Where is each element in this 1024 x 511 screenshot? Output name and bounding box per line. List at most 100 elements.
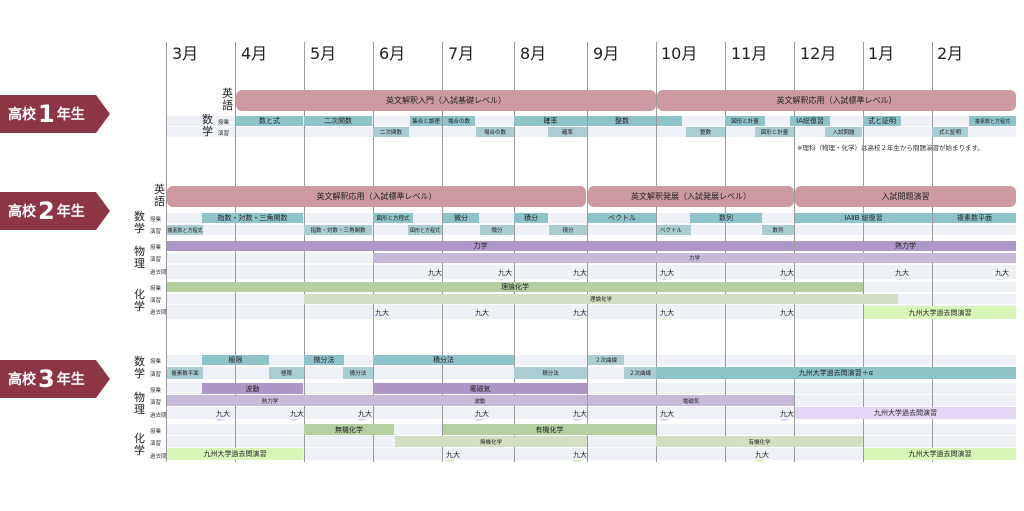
kyudai-marker: 九大 (472, 306, 489, 320)
bar-y3-math-lesson: ２次曲線 (588, 355, 624, 365)
row-label-practice: 演習 (150, 372, 162, 378)
subject-chemistry: 化学 (134, 288, 145, 313)
bar-y2-physics-practice: 力学 (373, 253, 1016, 263)
bar-y3-chemistry-lesson: 無機化学 (304, 424, 394, 435)
bar-y2-physics-lesson: 力学 (167, 241, 794, 251)
month-header-feb: 2月 (937, 44, 964, 63)
kyudai-marker: 九大 (657, 407, 674, 421)
month-header-may: 5月 (310, 44, 337, 63)
kyudai-marker: 九大 (570, 407, 587, 421)
bar-y2-math-lesson: ⅠAⅡB 総復習 (795, 213, 932, 223)
bar-y1-math-practice: 二次関数 (373, 127, 409, 137)
month-divider (514, 42, 515, 462)
month-header-jan: 1月 (868, 44, 895, 63)
kyudai-marker: 九大 (213, 407, 230, 421)
bar-y2-math-lesson: 複素数平面 (933, 213, 1016, 223)
grade-badge-2: 高校 2 年生 (0, 192, 110, 230)
subject-math: 数学 (134, 355, 145, 380)
bar-y1-math-lesson: ⅠA総復習 (790, 116, 830, 126)
bar-y1-math-lesson: 二次関数 (304, 116, 372, 126)
month-divider (794, 42, 795, 462)
bar-y3-physics-lesson: 波動 (202, 383, 303, 394)
bar-y3-chemistry-lesson: 有機化学 (443, 424, 656, 435)
bar-y2-math-practice: ベクトル (657, 225, 691, 235)
month-divider (932, 42, 933, 462)
month-divider (235, 42, 236, 462)
bar-y2-chemistry-lesson: 理論化学 (167, 282, 863, 292)
bar-y2-math-practice: 積分 (549, 225, 587, 235)
row-label-lesson: 授業 (150, 245, 162, 251)
bar-y2-math-lesson: 図形と方程式 (373, 213, 413, 223)
bar-y2-math-practice: 図形と方程式 (408, 225, 442, 235)
month-divider (304, 42, 305, 462)
row-label-practice: 演習 (150, 400, 162, 406)
bar-y1-math-lesson: 確率 (514, 116, 587, 126)
month-divider (166, 42, 167, 462)
bar-y3-chemistry-practice: 無機化学 (395, 436, 587, 447)
kyudai-marker: 九大 (657, 306, 674, 320)
bar-y3-chemistry-past: 九州大学過去問演習 (864, 448, 1016, 460)
bar-y1-math-practice: 確率 (548, 127, 587, 137)
kyudai-marker: 九大 (777, 266, 794, 280)
bar-y1-math-lesson: 式と証明 (863, 116, 901, 126)
bar-y1-math-practice: 図形と計量 (755, 127, 794, 137)
month-divider (587, 42, 588, 462)
month-divider (656, 42, 657, 462)
grade-badge-3: 高校 3 年生 (0, 360, 110, 398)
kyudai-marker: 九大 (570, 448, 587, 462)
bar-y1-math-practice: 整数 (686, 127, 725, 137)
bar-y2-math-lesson: 数列 (690, 213, 762, 223)
kyudai-marker: 九大 (425, 266, 442, 280)
bar-y3-physics-practice: 電磁気 (588, 395, 794, 406)
grade-badge-1: 高校 1 年生 (0, 95, 110, 133)
month-header-sep: 9月 (593, 44, 620, 63)
bar-y3-physics-practice: 熱力学 (167, 395, 373, 406)
bar-y3-math-practice: ２次曲線 (624, 367, 656, 379)
bar-y2-math-lesson: 積分 (514, 213, 548, 223)
row-bg (166, 225, 1016, 235)
kyudai-marker: 九大 (777, 407, 794, 421)
bar-y2-chemistry-practice: 理論化学 (304, 294, 898, 304)
kyudai-marker: 九大 (570, 306, 587, 320)
month-header-oct: 10月 (661, 44, 698, 63)
kyudai-marker: 九大 (657, 266, 674, 280)
row-label-practice: 演習 (150, 229, 162, 235)
kyudai-marker: 九大 (992, 266, 1009, 280)
bar-y2-physics-lesson: 熱力学 (795, 241, 1016, 251)
bar-y2-math-practice: 複素数と方程式 (167, 225, 203, 235)
row-bg (166, 448, 1016, 460)
bar-y1-math-lesson: 集合と論理 (410, 116, 442, 126)
month-header-apr: 4月 (241, 44, 268, 63)
month-header-nov: 11月 (731, 44, 768, 63)
subject-physics: 物理 (134, 245, 145, 270)
row-label-past: 過去問 (150, 413, 167, 419)
row-label-practice: 演習 (150, 257, 162, 263)
row-label-lesson: 授業 (150, 429, 162, 435)
kyudai-marker: 九大 (443, 448, 460, 462)
row-label-past: 過去問 (150, 454, 167, 460)
bar-y1-math-practice: 場合の数 (476, 127, 514, 137)
month-divider (373, 42, 374, 462)
bar-y3-physics-lesson: 電磁気 (373, 383, 587, 394)
kyudai-marker: 九大 (495, 266, 512, 280)
subject-chemistry: 化学 (134, 432, 145, 457)
row-bg (166, 127, 1016, 137)
bar-y3-math-lesson: 微分法 (304, 355, 344, 365)
subject-english: 英語 (154, 183, 165, 208)
bar-y1-math-lesson: 場合の数 (443, 116, 475, 126)
kyudai-marker: 九大 (372, 306, 389, 320)
row-label-lesson: 授業 (150, 388, 162, 394)
month-divider (725, 42, 726, 462)
row-label-lesson: 授業 (150, 359, 162, 365)
month-divider (863, 42, 864, 462)
subject-english: 英語 (222, 87, 233, 112)
row-bg (166, 436, 1016, 447)
bar-y3-chemistry-practice: 有機化学 (656, 436, 863, 447)
bar-y3-math-practice: 積分法 (514, 367, 587, 379)
kyudai-marker: 九大 (355, 407, 372, 421)
note-science-start: ※理科（物理・化学）は高校２年生から問題演習が始まります。 (797, 144, 984, 152)
bar-y3-physics-past: 九州大学過去問演習 (795, 407, 1016, 419)
kyudai-marker: 九大 (777, 306, 794, 320)
bar-y2-math-lesson: 微分 (443, 213, 479, 223)
row-label-practice: 演習 (150, 298, 162, 304)
